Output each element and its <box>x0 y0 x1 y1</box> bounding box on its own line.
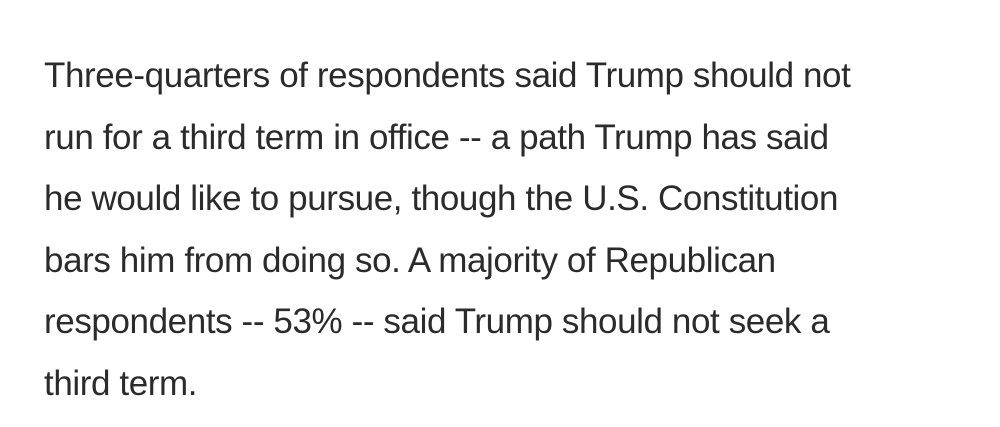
paragraph-line: bars him from doing so. A majority of Re… <box>44 240 776 280</box>
paragraph-line: third term. <box>44 363 198 403</box>
paragraph-line: Three-quarters of respondents said Trump… <box>44 56 851 95</box>
article-paragraph: Three-quarters of respondents said Trump… <box>44 45 984 414</box>
paragraph-line: he would like to pursue, though the U.S.… <box>44 179 839 218</box>
paragraph-line: respondents -- 53% -- said Trump should … <box>44 302 830 341</box>
article-body: Three-quarters of respondents said Trump… <box>44 45 984 414</box>
paragraph-line: run for a third term in office -- a path… <box>44 117 829 157</box>
